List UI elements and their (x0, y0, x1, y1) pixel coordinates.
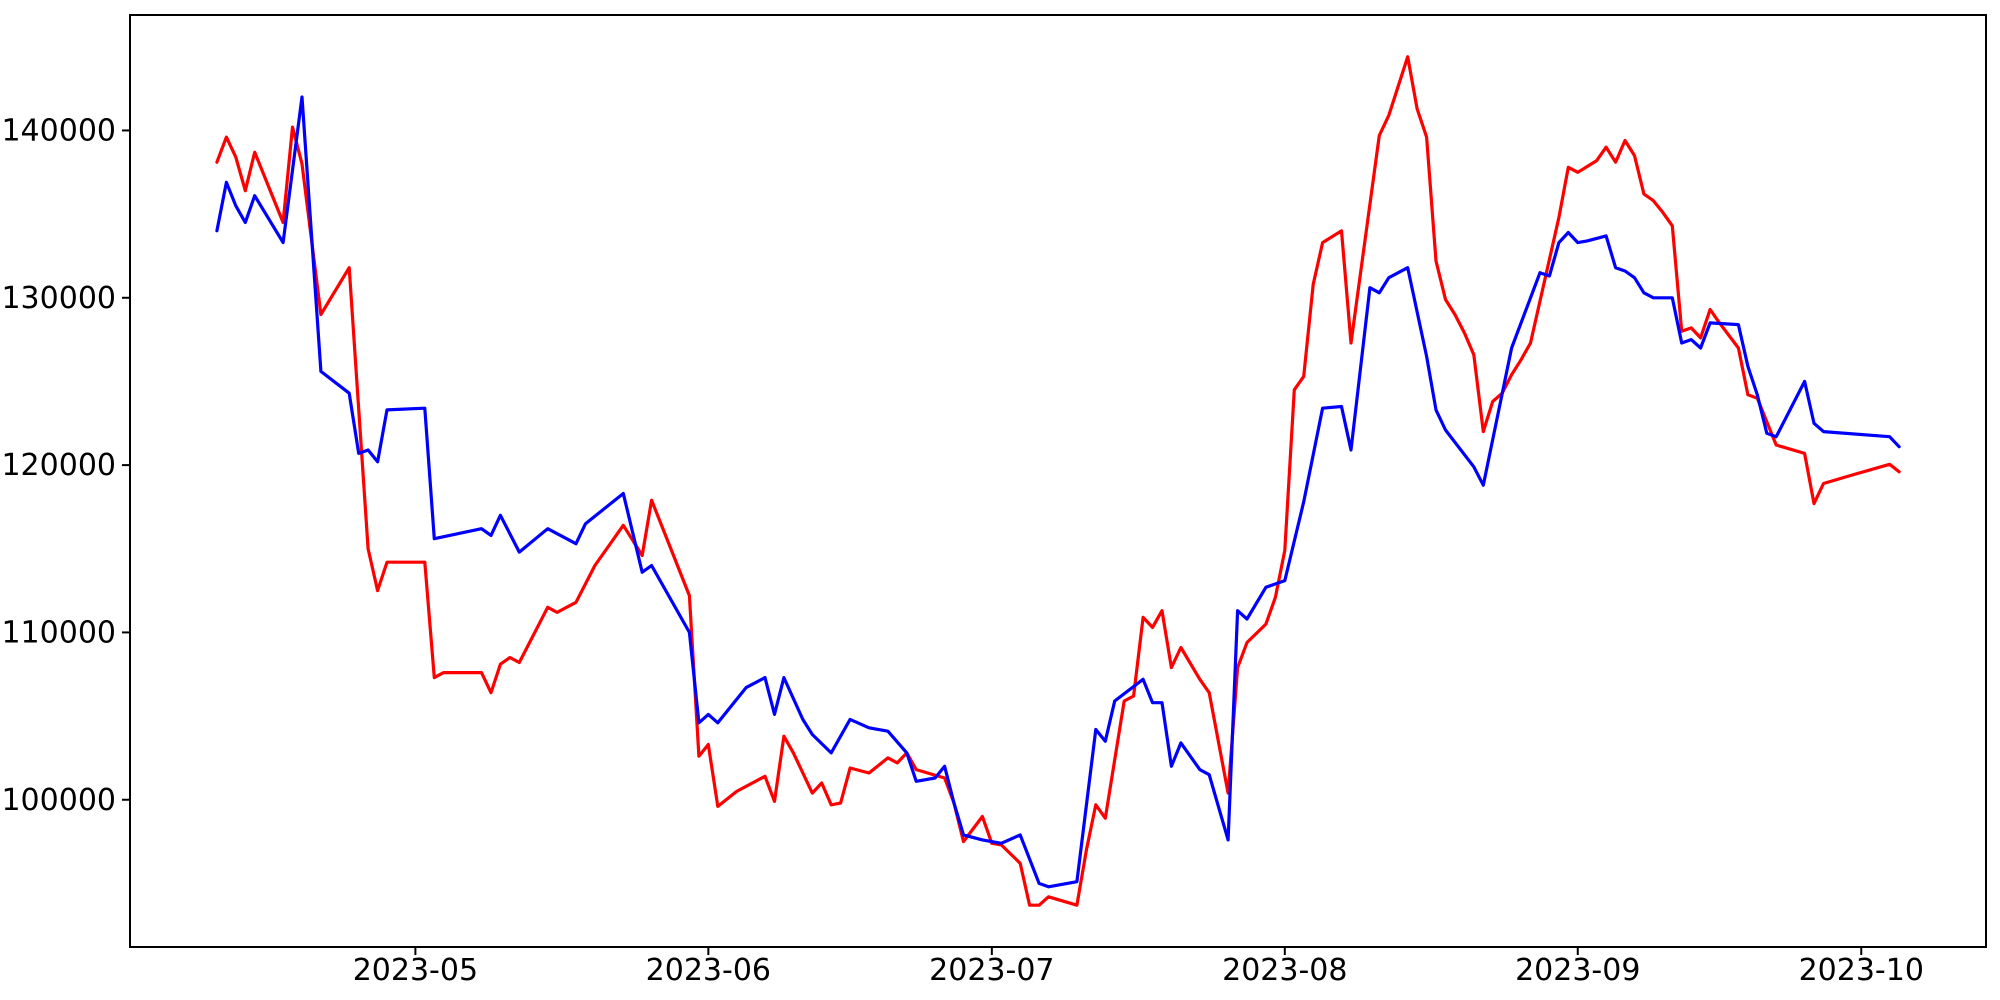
x-tick-label: 2023-08 (1222, 953, 1347, 988)
series-blue-line (215, 95, 1901, 889)
y-tick-label: 100000 (1, 783, 116, 818)
series-red-line (215, 55, 1901, 907)
y-tick-label: 130000 (1, 281, 116, 316)
x-tick-label: 2023-07 (929, 953, 1054, 988)
x-tick-label: 2023-10 (1799, 953, 1924, 988)
plot-border (129, 14, 1987, 948)
y-tick-label: 110000 (1, 615, 116, 650)
y-tick-label: 120000 (1, 448, 116, 483)
x-tick-label: 2023-09 (1515, 953, 1640, 988)
x-tick-label: 2023-06 (646, 953, 771, 988)
x-tick-label: 2023-05 (353, 953, 478, 988)
y-tick-label: 140000 (1, 113, 116, 148)
